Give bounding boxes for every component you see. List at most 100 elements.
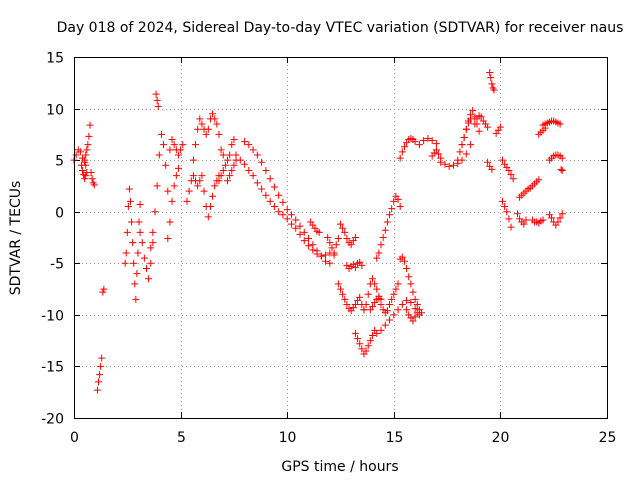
data-point [371, 280, 379, 288]
data-point [460, 133, 468, 141]
data-point [147, 244, 155, 252]
series-seg-k [164, 164, 182, 243]
series-seg-l [166, 136, 187, 159]
data-point [522, 216, 530, 224]
data-point [134, 249, 142, 257]
series-seg-j [152, 90, 162, 111]
data-point [194, 182, 202, 190]
data-point [520, 220, 528, 228]
data-point [411, 295, 419, 303]
data-point [383, 218, 391, 226]
data-point [464, 119, 472, 127]
data-point [93, 386, 101, 394]
data-point [396, 203, 404, 211]
x-tick-label: 0 [70, 430, 79, 446]
data-point [435, 150, 443, 158]
data-point [121, 259, 129, 267]
data-point [154, 103, 162, 111]
data-point [358, 261, 366, 269]
data-point [219, 166, 227, 174]
data-point [224, 177, 232, 185]
data-point [164, 235, 172, 243]
data-point [84, 141, 92, 149]
data-point [81, 175, 89, 183]
data-point [215, 177, 223, 185]
y-tick-label: 0 [55, 206, 64, 222]
series-seg-v [343, 258, 366, 272]
data-point [160, 141, 168, 149]
data-point [377, 301, 385, 309]
data-point [507, 223, 515, 231]
data-point [499, 197, 507, 205]
x-axis-label: GPS time / hours [281, 459, 398, 475]
data-point [200, 187, 208, 195]
data-point [513, 210, 521, 218]
data-point [292, 216, 300, 224]
series-seg-g [121, 185, 144, 303]
data-point [505, 215, 513, 223]
y-tick-label: 10 [46, 103, 64, 119]
data-point [558, 210, 566, 218]
series-seg-s [307, 218, 323, 236]
series-seg-ak [486, 68, 498, 94]
data-point [82, 151, 90, 159]
data-point [386, 301, 394, 309]
data-point [456, 148, 464, 156]
data-point [462, 125, 470, 133]
series-seg-o [215, 136, 238, 185]
data-point [226, 172, 234, 180]
data-point [230, 136, 238, 144]
data-point [258, 158, 266, 166]
data-point [313, 250, 321, 258]
data-point [209, 110, 217, 118]
data-point [166, 218, 174, 226]
data-point [535, 176, 543, 184]
data-point [279, 198, 287, 206]
data-point [128, 218, 136, 226]
data-point [341, 295, 349, 303]
data-point [142, 264, 150, 272]
data-point [196, 115, 204, 123]
data-point [413, 309, 421, 317]
data-point [147, 259, 155, 267]
y-tick-label: -15 [41, 360, 64, 376]
data-point [82, 172, 90, 180]
data-point [95, 378, 103, 386]
data-point [324, 234, 332, 241]
data-point [194, 125, 202, 133]
data-point [503, 208, 511, 216]
data-point [322, 251, 330, 259]
series-seg-r [232, 151, 334, 260]
data-point [445, 162, 453, 170]
series-seg-z [373, 192, 404, 262]
series-seg-n [189, 172, 223, 221]
data-point [287, 220, 295, 228]
data-point [98, 354, 106, 362]
data-point [558, 166, 566, 174]
data-point [221, 161, 229, 169]
data-point [400, 257, 408, 265]
data-point [131, 280, 139, 288]
data-point [322, 257, 330, 265]
data-point [86, 121, 94, 129]
data-point [554, 218, 562, 226]
data-point [383, 307, 391, 315]
data-point [415, 141, 423, 149]
x-tick-label: 15 [386, 430, 404, 446]
series-seg-w [334, 280, 368, 315]
data-point [219, 151, 227, 159]
data-point [189, 156, 197, 164]
series-seg-aw [557, 165, 566, 174]
data-point [477, 113, 485, 121]
data-point [97, 362, 105, 370]
series-seg-x [351, 326, 379, 358]
data-point [211, 182, 219, 190]
data-point [189, 172, 197, 180]
x-tick-label: 20 [492, 430, 510, 446]
data-point [368, 331, 376, 339]
data-point [411, 138, 419, 146]
data-point [332, 241, 340, 249]
data-point [362, 301, 370, 309]
data-point [351, 263, 359, 271]
data-point [206, 203, 214, 211]
